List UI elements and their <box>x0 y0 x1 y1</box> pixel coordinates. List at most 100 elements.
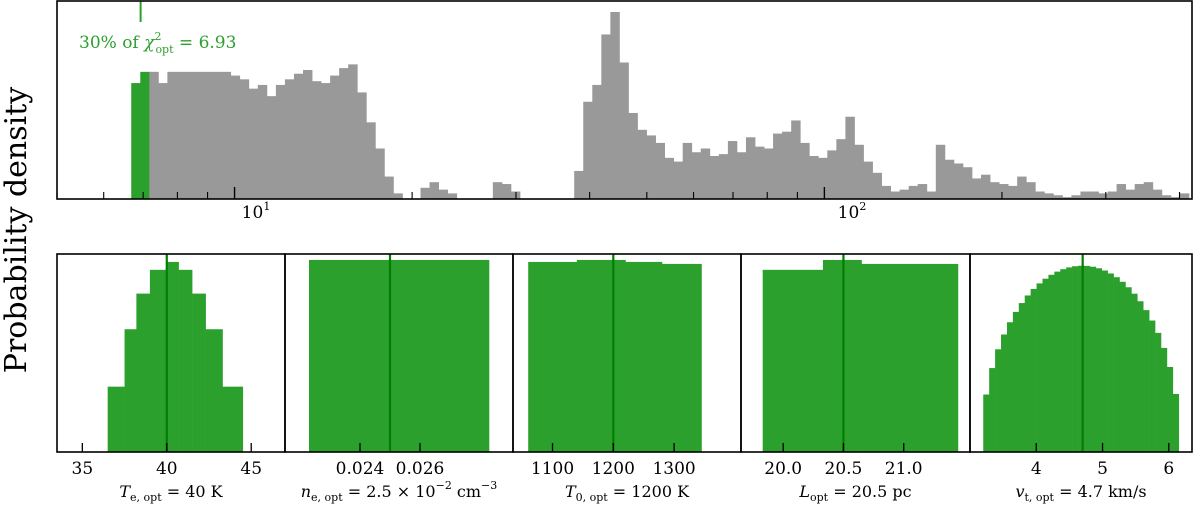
histogram-bar <box>1066 267 1073 452</box>
top-histogram-bar <box>655 142 666 199</box>
top-histogram-bar <box>583 101 593 199</box>
top-histogram-bar <box>917 184 928 199</box>
top-histogram-bar <box>782 131 792 199</box>
x-tick-label: 20.5 <box>825 459 863 479</box>
top-histogram-bar <box>1017 176 1027 199</box>
histogram-bar <box>625 261 663 452</box>
histogram-bar <box>1125 287 1132 452</box>
histogram-bar <box>309 259 490 452</box>
top-histogram-bar <box>962 167 973 199</box>
top-histogram-bar <box>1179 193 1190 199</box>
x-axis-label-Te: Te, opt = 40 K <box>119 482 223 504</box>
top-histogram-bar <box>438 189 449 199</box>
top-histogram-bar <box>1116 184 1127 199</box>
top-histogram-bar <box>131 83 141 199</box>
top-histogram-bar <box>845 116 855 199</box>
x-axis-label-vt: vt, opt = 4.7 km/s <box>1015 482 1146 504</box>
top-histogram-bar <box>718 154 729 199</box>
histogram-bar <box>1060 269 1067 452</box>
top-histogram-bar <box>809 155 819 199</box>
top-histogram-bar <box>673 161 684 199</box>
top-histogram-bar <box>628 112 638 199</box>
top-x-tick-labels: 101 102 <box>242 200 867 223</box>
histogram-bar <box>1012 311 1020 452</box>
histogram-bar <box>205 329 223 452</box>
top-histogram-bar <box>257 84 268 199</box>
histogram-bar <box>192 293 206 452</box>
top-histogram-bar <box>221 71 232 199</box>
top-histogram-bar <box>971 178 982 199</box>
top-histogram-bar <box>881 185 892 199</box>
top-histogram-bar <box>230 75 241 199</box>
top-histogram-bar <box>827 150 837 199</box>
top-histogram-bar <box>284 79 295 199</box>
top-histogram-bar <box>990 182 1000 199</box>
top-histogram-bar <box>420 187 430 199</box>
histogram-bar <box>1155 332 1162 452</box>
top-histogram-bar <box>926 191 937 199</box>
threshold-annotation-text: 30% of χ2 opt = 6.93 <box>79 30 236 56</box>
top-histogram-bar <box>1026 182 1036 199</box>
top-histogram-bar <box>1134 184 1145 199</box>
top-histogram-bar <box>375 148 385 199</box>
x-axis-label-T0: T0, opt = 1200 K <box>565 482 690 504</box>
x-tick-label-10: 101 <box>242 200 271 223</box>
top-histogram-bar <box>637 129 647 199</box>
histogram-bar <box>1030 288 1037 452</box>
histogram-bar <box>1036 283 1043 452</box>
top-histogram-bar <box>773 133 783 199</box>
top-histogram-bar <box>357 92 367 199</box>
top-histogram-bar <box>185 71 195 199</box>
top-histogram-bar <box>619 62 629 199</box>
x-axis-label-L: Lopt = 20.5 pc <box>798 482 911 504</box>
panel-T0: 1100 1200 1300 T0, opt = 1200 K <box>512 253 742 504</box>
histogram-bar <box>178 269 193 452</box>
histogram-bar <box>983 394 990 452</box>
histogram-bar <box>1113 277 1120 452</box>
histogram-bar <box>1078 265 1085 452</box>
histogram-bar <box>1089 266 1097 452</box>
top-histogram-bar <box>981 174 991 199</box>
histogram-bar <box>1095 268 1103 452</box>
threshold-annotation: 30% of χ2 opt = 6.93 <box>79 30 236 56</box>
top-histogram-bar <box>999 184 1009 199</box>
histogram-bar <box>1137 301 1144 452</box>
x-axis-label-ne: ne, opt = 2.5 × 10−2 cm−3 <box>301 479 498 504</box>
histogram-bar <box>1172 393 1180 452</box>
histogram-bar <box>1149 320 1156 452</box>
top-histogram-bar <box>899 189 910 199</box>
top-histogram-bars <box>131 12 1190 199</box>
top-histogram-bar <box>944 159 955 199</box>
top-histogram-bar <box>908 185 919 199</box>
histogram-bar <box>1101 270 1108 452</box>
top-histogram-bar <box>863 161 873 199</box>
top-histogram-bar <box>1125 189 1136 199</box>
histogram-bar <box>1107 273 1114 452</box>
histogram-bar <box>762 269 824 452</box>
top-histogram-bar <box>1080 191 1090 199</box>
top-histogram-bar <box>1161 195 1172 199</box>
histogram-bar <box>1048 274 1055 452</box>
top-histogram-bar <box>1152 189 1163 199</box>
top-histogram-bar <box>447 193 458 199</box>
top-histogram-bar <box>935 144 946 199</box>
top-histogram-bar <box>745 137 756 199</box>
top-histogram-bar <box>791 120 801 199</box>
histogram-bar <box>995 349 1002 452</box>
histogram-bar <box>1072 266 1079 452</box>
top-x-ticks <box>56 187 1181 199</box>
top-histogram-bar <box>212 71 223 199</box>
histogram-bar <box>166 261 179 452</box>
top-panel-frame <box>56 0 1193 200</box>
histogram-bar <box>989 368 996 452</box>
top-histogram-bar <box>592 84 602 199</box>
top-histogram-bar <box>293 73 304 199</box>
panel-Te: 35 40 45 Te, opt = 40 K <box>56 253 286 504</box>
top-histogram-bar <box>275 84 286 199</box>
top-histogram-bar <box>1107 191 1118 199</box>
top-histogram-bar <box>194 71 204 199</box>
histogram-bar <box>1131 293 1138 452</box>
x-tick-label: 21.0 <box>885 459 923 479</box>
